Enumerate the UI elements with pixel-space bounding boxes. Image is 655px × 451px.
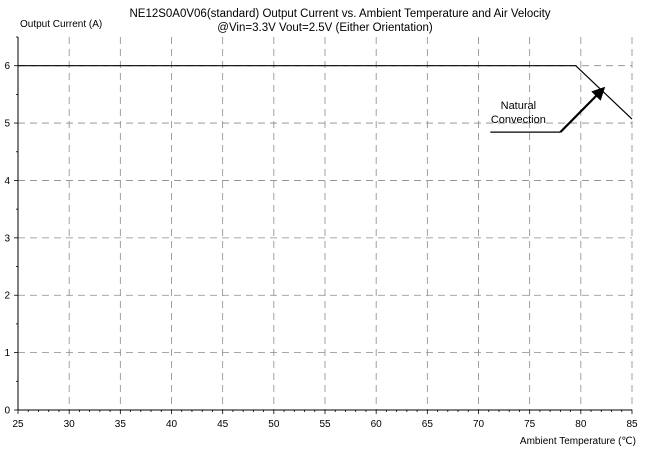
series-line-natural-convection bbox=[18, 65, 633, 120]
y-tick-label: 6 bbox=[4, 61, 10, 72]
x-tick-label: 40 bbox=[166, 419, 178, 430]
y-tick-label: 0 bbox=[4, 406, 10, 417]
x-tick-label: 35 bbox=[115, 419, 127, 430]
x-tick-label: 65 bbox=[422, 419, 434, 430]
annotation-label: Convection bbox=[491, 114, 546, 126]
y-tick-label: 2 bbox=[4, 291, 10, 302]
y-tick-label: 4 bbox=[4, 176, 10, 187]
chart-subtitle: @Vin=3.3V Vout=2.5V (Either Orientation) bbox=[217, 22, 433, 34]
annotation-arrow bbox=[559, 86, 606, 133]
x-tick-label: 30 bbox=[64, 419, 76, 430]
x-tick-label: 55 bbox=[319, 419, 331, 430]
x-tick-label: 75 bbox=[524, 419, 536, 430]
series-lines bbox=[18, 65, 633, 120]
x-axis-label: Ambient Temperature (℃) bbox=[520, 436, 636, 447]
y-tick-label: 5 bbox=[4, 119, 10, 130]
x-tick-label: 60 bbox=[371, 419, 383, 430]
y-tick-label: 1 bbox=[4, 348, 10, 359]
x-tick-label: 25 bbox=[12, 419, 24, 430]
x-tick-label: 50 bbox=[268, 419, 280, 430]
x-tick-label: 85 bbox=[626, 419, 638, 430]
grid-lines bbox=[18, 37, 633, 410]
chart-title: NE12S0A0V06(standard) Output Current vs.… bbox=[129, 8, 550, 20]
annotations: Natural Convection bbox=[490, 86, 606, 133]
x-tick-label: 70 bbox=[473, 419, 485, 430]
annotation-label: Natural bbox=[501, 100, 536, 112]
x-tick-label: 80 bbox=[575, 419, 587, 430]
x-tick-label: 45 bbox=[217, 419, 229, 430]
y-tick-label: 3 bbox=[4, 233, 10, 244]
y-axis-label: Output Current (A) bbox=[20, 19, 102, 30]
